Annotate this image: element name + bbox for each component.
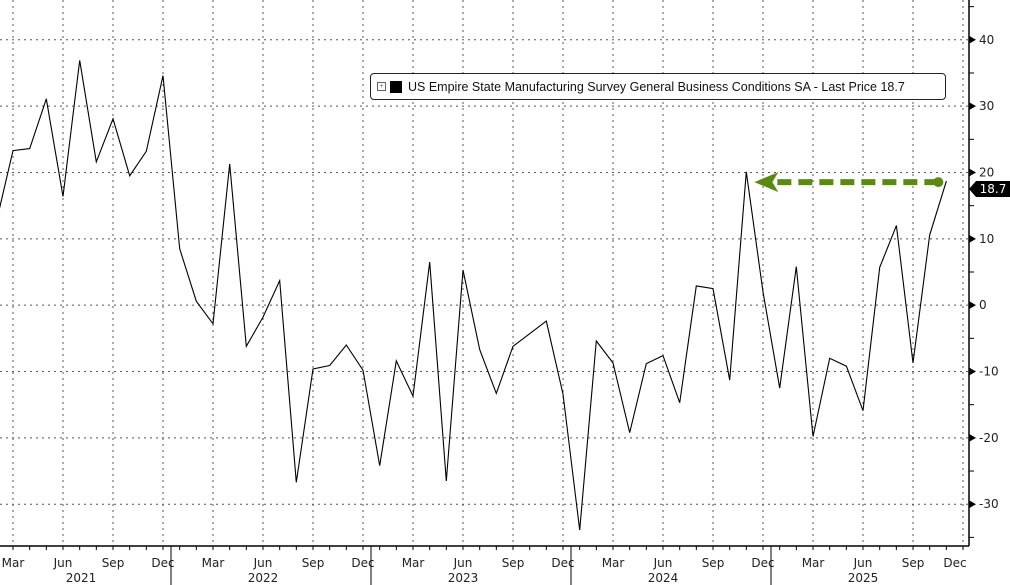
- series-line: [0, 60, 947, 531]
- x-month-label: Jun: [253, 556, 273, 570]
- legend-label: US Empire State Manufacturing Survey Gen…: [408, 79, 905, 94]
- y-tick: [969, 500, 976, 509]
- y-tick-label: -30: [979, 497, 999, 511]
- y-tick-label: 10: [979, 232, 994, 246]
- x-year-label: 2022: [248, 571, 279, 585]
- x-month-label: Dec: [943, 556, 966, 570]
- x-year-label: 2024: [648, 571, 679, 585]
- x-month-label: Mar: [202, 556, 225, 570]
- x-year-label: 2021: [66, 571, 97, 585]
- y-tick: [969, 234, 976, 243]
- y-tick-label: 20: [979, 165, 994, 179]
- y-tick-label: -10: [979, 365, 999, 379]
- y-tick: [969, 35, 976, 44]
- x-month-label: Dec: [751, 556, 774, 570]
- x-month-label: Sep: [702, 556, 725, 570]
- y-tick: [969, 367, 976, 376]
- x-month-label: Jun: [53, 556, 73, 570]
- x-month-label: Dec: [351, 556, 374, 570]
- x-month-label: Mar: [802, 556, 825, 570]
- x-month-label: Jun: [453, 556, 473, 570]
- x-month-label: Sep: [102, 556, 125, 570]
- x-month-label: Mar: [402, 556, 425, 570]
- x-month-label: Dec: [551, 556, 574, 570]
- x-month-label: Jun: [853, 556, 873, 570]
- y-tick: [969, 102, 976, 111]
- x-year-label: 2023: [448, 571, 479, 585]
- y-tick: [969, 301, 976, 310]
- x-month-label: Mar: [2, 556, 25, 570]
- annotation-dot: [933, 177, 944, 188]
- x-year-label: 2025: [848, 571, 879, 585]
- legend: + US Empire State Manufacturing Survey G…: [370, 73, 946, 100]
- x-month-label: Sep: [902, 556, 925, 570]
- annotation-arrowhead: [754, 172, 779, 193]
- y-tick-label: 0: [979, 298, 987, 312]
- legend-swatch: [390, 80, 402, 93]
- x-month-label: Jun: [653, 556, 673, 570]
- y-tick: [969, 433, 976, 442]
- y-tick-label: -20: [979, 431, 999, 445]
- expand-icon[interactable]: +: [377, 82, 386, 91]
- x-month-label: Dec: [151, 556, 174, 570]
- last-price-tag: 18.7: [969, 181, 1010, 197]
- y-tick: [969, 168, 976, 177]
- y-tick-label: 40: [979, 33, 994, 47]
- x-month-label: Sep: [302, 556, 325, 570]
- x-month-label: Mar: [602, 556, 625, 570]
- y-tick-label: 30: [979, 99, 994, 113]
- x-month-label: Sep: [502, 556, 525, 570]
